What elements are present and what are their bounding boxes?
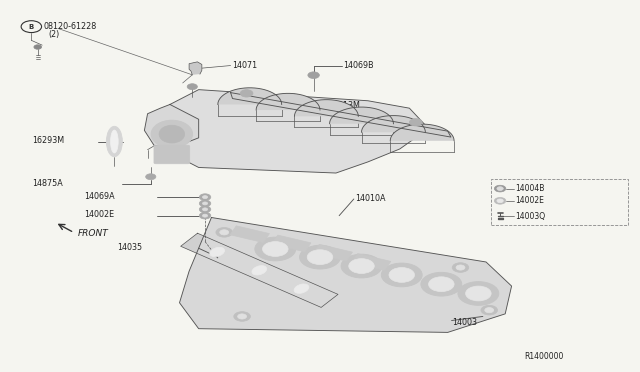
Text: FRONT: FRONT: [77, 229, 108, 238]
Text: 16293M: 16293M: [33, 136, 65, 145]
Circle shape: [421, 272, 462, 296]
Polygon shape: [294, 100, 358, 116]
FancyBboxPatch shape: [154, 145, 189, 164]
Circle shape: [497, 187, 503, 190]
Bar: [491, 179, 628, 225]
Text: B: B: [29, 24, 34, 30]
Bar: [313, 244, 353, 261]
Circle shape: [494, 185, 506, 192]
Circle shape: [199, 212, 211, 219]
Circle shape: [341, 254, 382, 278]
Text: 14069B: 14069B: [344, 61, 374, 70]
Polygon shape: [362, 116, 426, 132]
Circle shape: [458, 282, 499, 305]
Text: 14002E: 14002E: [515, 196, 544, 205]
Ellipse shape: [111, 130, 118, 153]
Text: 08120-61228: 08120-61228: [44, 22, 97, 31]
Text: 14069A: 14069A: [84, 192, 115, 201]
Bar: [230, 226, 269, 243]
Circle shape: [466, 286, 491, 301]
Bar: [351, 254, 391, 270]
Polygon shape: [230, 93, 451, 137]
Ellipse shape: [210, 247, 225, 257]
Text: R1400000: R1400000: [524, 352, 564, 361]
Circle shape: [452, 263, 468, 272]
Circle shape: [202, 196, 207, 199]
Text: 14010A: 14010A: [355, 194, 386, 203]
Polygon shape: [180, 233, 338, 307]
Circle shape: [146, 174, 156, 180]
Text: 14003Q: 14003Q: [515, 212, 545, 221]
Text: 14013M: 14013M: [328, 101, 360, 110]
Circle shape: [349, 259, 374, 273]
Circle shape: [262, 241, 288, 256]
Circle shape: [255, 237, 296, 261]
Circle shape: [237, 314, 246, 319]
Polygon shape: [390, 124, 454, 141]
Circle shape: [199, 194, 211, 201]
Circle shape: [199, 200, 211, 207]
Polygon shape: [179, 218, 511, 333]
Circle shape: [202, 202, 207, 205]
Ellipse shape: [294, 284, 309, 294]
Circle shape: [308, 72, 319, 78]
Circle shape: [34, 45, 42, 49]
Text: 14002E: 14002E: [84, 211, 114, 219]
Ellipse shape: [252, 266, 267, 275]
Text: 14035: 14035: [118, 243, 143, 252]
Circle shape: [389, 267, 415, 282]
Circle shape: [484, 308, 493, 313]
Polygon shape: [256, 93, 320, 110]
Ellipse shape: [159, 125, 184, 143]
Ellipse shape: [151, 120, 193, 148]
Circle shape: [240, 90, 253, 97]
Polygon shape: [330, 107, 394, 124]
Text: 14003: 14003: [452, 318, 477, 327]
Circle shape: [220, 230, 228, 235]
Text: 14004B: 14004B: [515, 184, 545, 193]
Bar: [271, 235, 311, 252]
Circle shape: [234, 312, 250, 321]
Circle shape: [307, 250, 333, 264]
Text: 14071: 14071: [232, 61, 257, 70]
Circle shape: [456, 265, 465, 270]
Circle shape: [300, 245, 340, 269]
Text: (2): (2): [48, 30, 60, 39]
Circle shape: [202, 214, 207, 217]
Circle shape: [481, 305, 497, 315]
Polygon shape: [218, 88, 282, 105]
Polygon shape: [189, 62, 202, 75]
Circle shape: [497, 199, 503, 203]
Circle shape: [187, 84, 197, 90]
Circle shape: [381, 263, 422, 287]
Circle shape: [199, 206, 211, 213]
Polygon shape: [145, 105, 198, 149]
Ellipse shape: [106, 126, 122, 157]
Circle shape: [410, 119, 422, 126]
Circle shape: [429, 277, 454, 292]
Polygon shape: [170, 90, 429, 173]
Circle shape: [202, 208, 207, 211]
Text: 14875A: 14875A: [33, 179, 63, 187]
Circle shape: [494, 198, 506, 204]
Circle shape: [216, 228, 232, 237]
